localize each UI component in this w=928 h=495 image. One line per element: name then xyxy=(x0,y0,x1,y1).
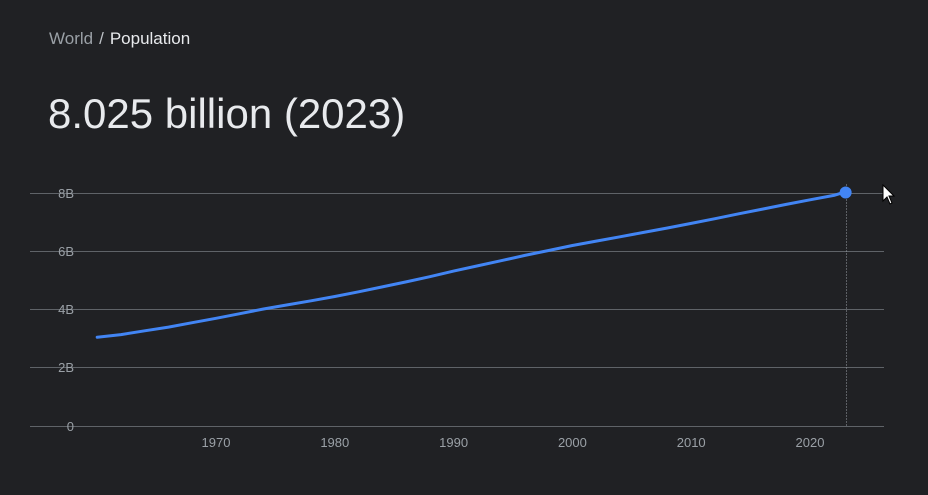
y-tick-label: 0 xyxy=(67,419,74,434)
x-tick-label: 1980 xyxy=(320,435,349,450)
breadcrumb-separator: / xyxy=(99,29,104,48)
hover-data-point[interactable] xyxy=(839,186,852,199)
mouse-pointer-icon xyxy=(882,184,896,205)
x-tick-label: 1990 xyxy=(439,435,468,450)
y-tick-label: 4B xyxy=(58,302,74,317)
y-axis-labels: 0 2B 4B 6B 8B xyxy=(58,186,74,434)
grid-lines xyxy=(30,193,884,427)
population-headline: 8.025 billion (2023) xyxy=(48,90,406,137)
x-axis-labels: 1970 1980 1990 2000 2010 2020 xyxy=(202,435,825,450)
breadcrumb-world-link[interactable]: World xyxy=(49,29,94,48)
x-tick-label: 2020 xyxy=(796,435,825,450)
x-tick-label: 2000 xyxy=(558,435,587,450)
x-tick-label: 2010 xyxy=(677,435,706,450)
population-series-line xyxy=(95,190,848,339)
x-tick-label: 1970 xyxy=(202,435,231,450)
breadcrumb-current: Population xyxy=(109,29,191,48)
y-tick-label: 6B xyxy=(58,244,74,259)
y-tick-label: 8B xyxy=(58,186,74,201)
y-tick-label: 2B xyxy=(58,360,74,375)
breadcrumb: World / Population xyxy=(49,29,190,49)
